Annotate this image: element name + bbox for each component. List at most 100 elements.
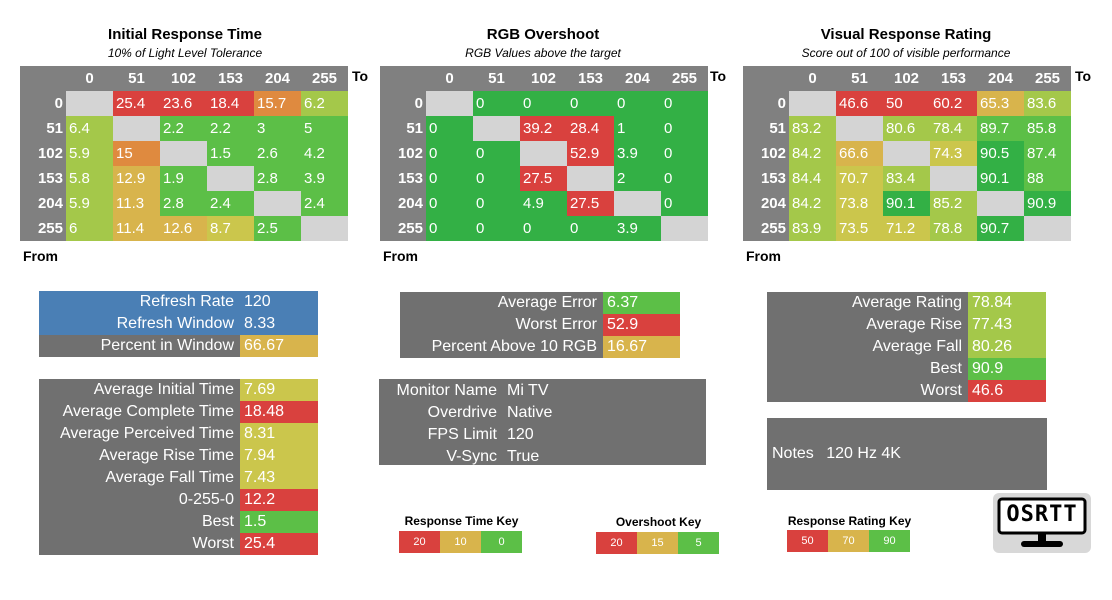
heatmap-cell: 1 — [614, 116, 661, 141]
row-header: 0 — [380, 91, 426, 116]
key-swatch: 50 — [787, 530, 828, 552]
row-header: 0 — [20, 91, 66, 116]
stat-value: 66.67 — [240, 335, 318, 357]
diagonal-cell — [520, 141, 567, 166]
stat-label: Average Fall Time — [39, 467, 240, 489]
heatmap-cell: 28.4 — [567, 116, 614, 141]
heatmap-cell: 78.4 — [930, 116, 977, 141]
heatmap-cell: 2.5 — [254, 216, 301, 241]
diagonal-cell — [789, 91, 836, 116]
to-label: To — [1075, 68, 1092, 84]
heatmap-cell: 0 — [661, 91, 708, 116]
heatmap-cell: 46.6 — [836, 91, 883, 116]
heatmap-cell: 78.8 — [930, 216, 977, 241]
heatmap-cell: 3.9 — [614, 141, 661, 166]
stat-value: 1.5 — [240, 511, 318, 533]
heatmap-cell: 83.6 — [1024, 91, 1071, 116]
row-header: 102 — [380, 141, 426, 166]
stat-label: Worst — [767, 380, 968, 402]
heatmap-subtitle: 10% of Light Level Tolerance — [107, 46, 263, 60]
heatmap-cell: 27.5 — [567, 191, 614, 216]
stat-label: Refresh Rate — [39, 291, 240, 313]
heatmap-cell: 85.2 — [930, 191, 977, 216]
row-header: 51 — [743, 116, 789, 141]
stat-label: Average Rise Time — [39, 445, 240, 467]
heatmap-cell: 88 — [1024, 166, 1071, 191]
stat-label: Average Initial Time — [39, 379, 240, 401]
row-header: 153 — [20, 166, 66, 191]
stat-value: 90.9 — [968, 358, 1046, 380]
key-swatch: 0 — [481, 531, 522, 553]
heatmap-cell: 74.3 — [930, 141, 977, 166]
column-header: 0 — [66, 66, 113, 91]
monitor-label: FPS Limit — [427, 426, 497, 443]
stat-row: Worst 25.4 — [39, 533, 318, 555]
heatmap-subtitle: Score out of 100 of visible performance — [801, 46, 1011, 60]
key-swatch: 90 — [869, 530, 910, 552]
stat-value: 7.43 — [240, 467, 318, 489]
heatmap-cell: 2.4 — [301, 191, 348, 216]
stat-value: 8.33 — [240, 313, 318, 335]
heatmap-cell: 2.8 — [254, 166, 301, 191]
heatmap-cell: 73.8 — [836, 191, 883, 216]
heatmap-title: Initial Response Time — [108, 26, 262, 43]
stat-row: Percent Above 10 RGB 16.67 — [400, 336, 680, 358]
monitor-value: True — [507, 448, 540, 465]
stat-row: Average Rating 78.84 — [767, 292, 1046, 314]
heatmap-cell: 12.6 — [160, 216, 207, 241]
heatmap-cell: 2.4 — [207, 191, 254, 216]
stat-row: Average Perceived Time 8.31 — [39, 423, 318, 445]
notes-label: Notes — [772, 445, 814, 462]
heatmap-title: Visual Response Rating — [820, 26, 992, 43]
stat-label: Percent Above 10 RGB — [400, 336, 603, 358]
diagonal-cell — [426, 91, 473, 116]
logo-text: OSRTT — [1006, 502, 1078, 527]
stat-value: 7.94 — [240, 445, 318, 467]
heatmap-cell: 90.7 — [977, 216, 1024, 241]
heatmap-cell: 0 — [473, 216, 520, 241]
heatmap-cell: 1.9 — [160, 166, 207, 191]
heatmap-cell: 0 — [426, 191, 473, 216]
monitor-row: Monitor Name Mi TV — [379, 380, 706, 402]
stat-row: Average Rise 77.43 — [767, 314, 1046, 336]
diagonal-cell — [1024, 216, 1071, 241]
heatmap-cell: 73.5 — [836, 216, 883, 241]
overshoot-key: 20 15 5 — [596, 532, 719, 554]
heatmap-cell: 89.7 — [977, 116, 1024, 141]
stat-row: Average Fall 80.26 — [767, 336, 1046, 358]
overshoot-heatmap: 0 51 102 153 204 255 0 0 0 0 0 0 51 0 39.2 28.4 1 0 102 0 0 5… — [380, 66, 708, 241]
heatmap-cell: 11.4 — [113, 216, 160, 241]
key-swatch: 20 — [399, 531, 440, 553]
row-header: 102 — [20, 141, 66, 166]
stat-value: 80.26 — [968, 336, 1046, 358]
notes-panel: Notes 120 Hz 4K — [767, 418, 1047, 490]
row-header: 153 — [743, 166, 789, 191]
heatmap-cell: 0 — [426, 216, 473, 241]
rating-panel: Average Rating 78.84 Average Rise 77.43 Aver… — [767, 292, 1046, 402]
heatmap-cell: 25.4 — [113, 91, 160, 116]
column-header: 102 — [520, 66, 567, 91]
response-time-key: 20 10 0 — [399, 531, 522, 553]
heatmap-cell: 2.2 — [160, 116, 207, 141]
heatmap-cell: 0 — [661, 166, 708, 191]
heatmap-cell: 4.9 — [520, 191, 567, 216]
diagonal-cell — [473, 116, 520, 141]
heatmap-cell: 0 — [614, 91, 661, 116]
stat-row: Average Error 6.37 — [400, 292, 680, 314]
heatmap-cell: 5.9 — [66, 141, 113, 166]
heatmap-cell: 3.9 — [614, 216, 661, 241]
row-header: 102 — [743, 141, 789, 166]
response-time-heatmap: 0 51 102 153 204 255 0 25.4 23.6 18.4 15.7 6.2 51 6.4… — [20, 66, 348, 241]
key-title: Overshoot Key — [615, 515, 702, 529]
diagonal-cell — [977, 191, 1024, 216]
stat-label: Average Error — [400, 292, 603, 314]
heatmap-cell: 83.4 — [883, 166, 930, 191]
stat-label: Refresh Window — [39, 313, 240, 335]
monitor-row: FPS Limit 120 — [379, 424, 706, 446]
row-header: 204 — [380, 191, 426, 216]
heatmap-cell: 0 — [426, 141, 473, 166]
heatmap-cell: 83.2 — [789, 116, 836, 141]
stat-value: 120 — [240, 291, 318, 313]
stat-row: Worst Error 52.9 — [400, 314, 680, 336]
heatmap-cell: 0 — [426, 116, 473, 141]
